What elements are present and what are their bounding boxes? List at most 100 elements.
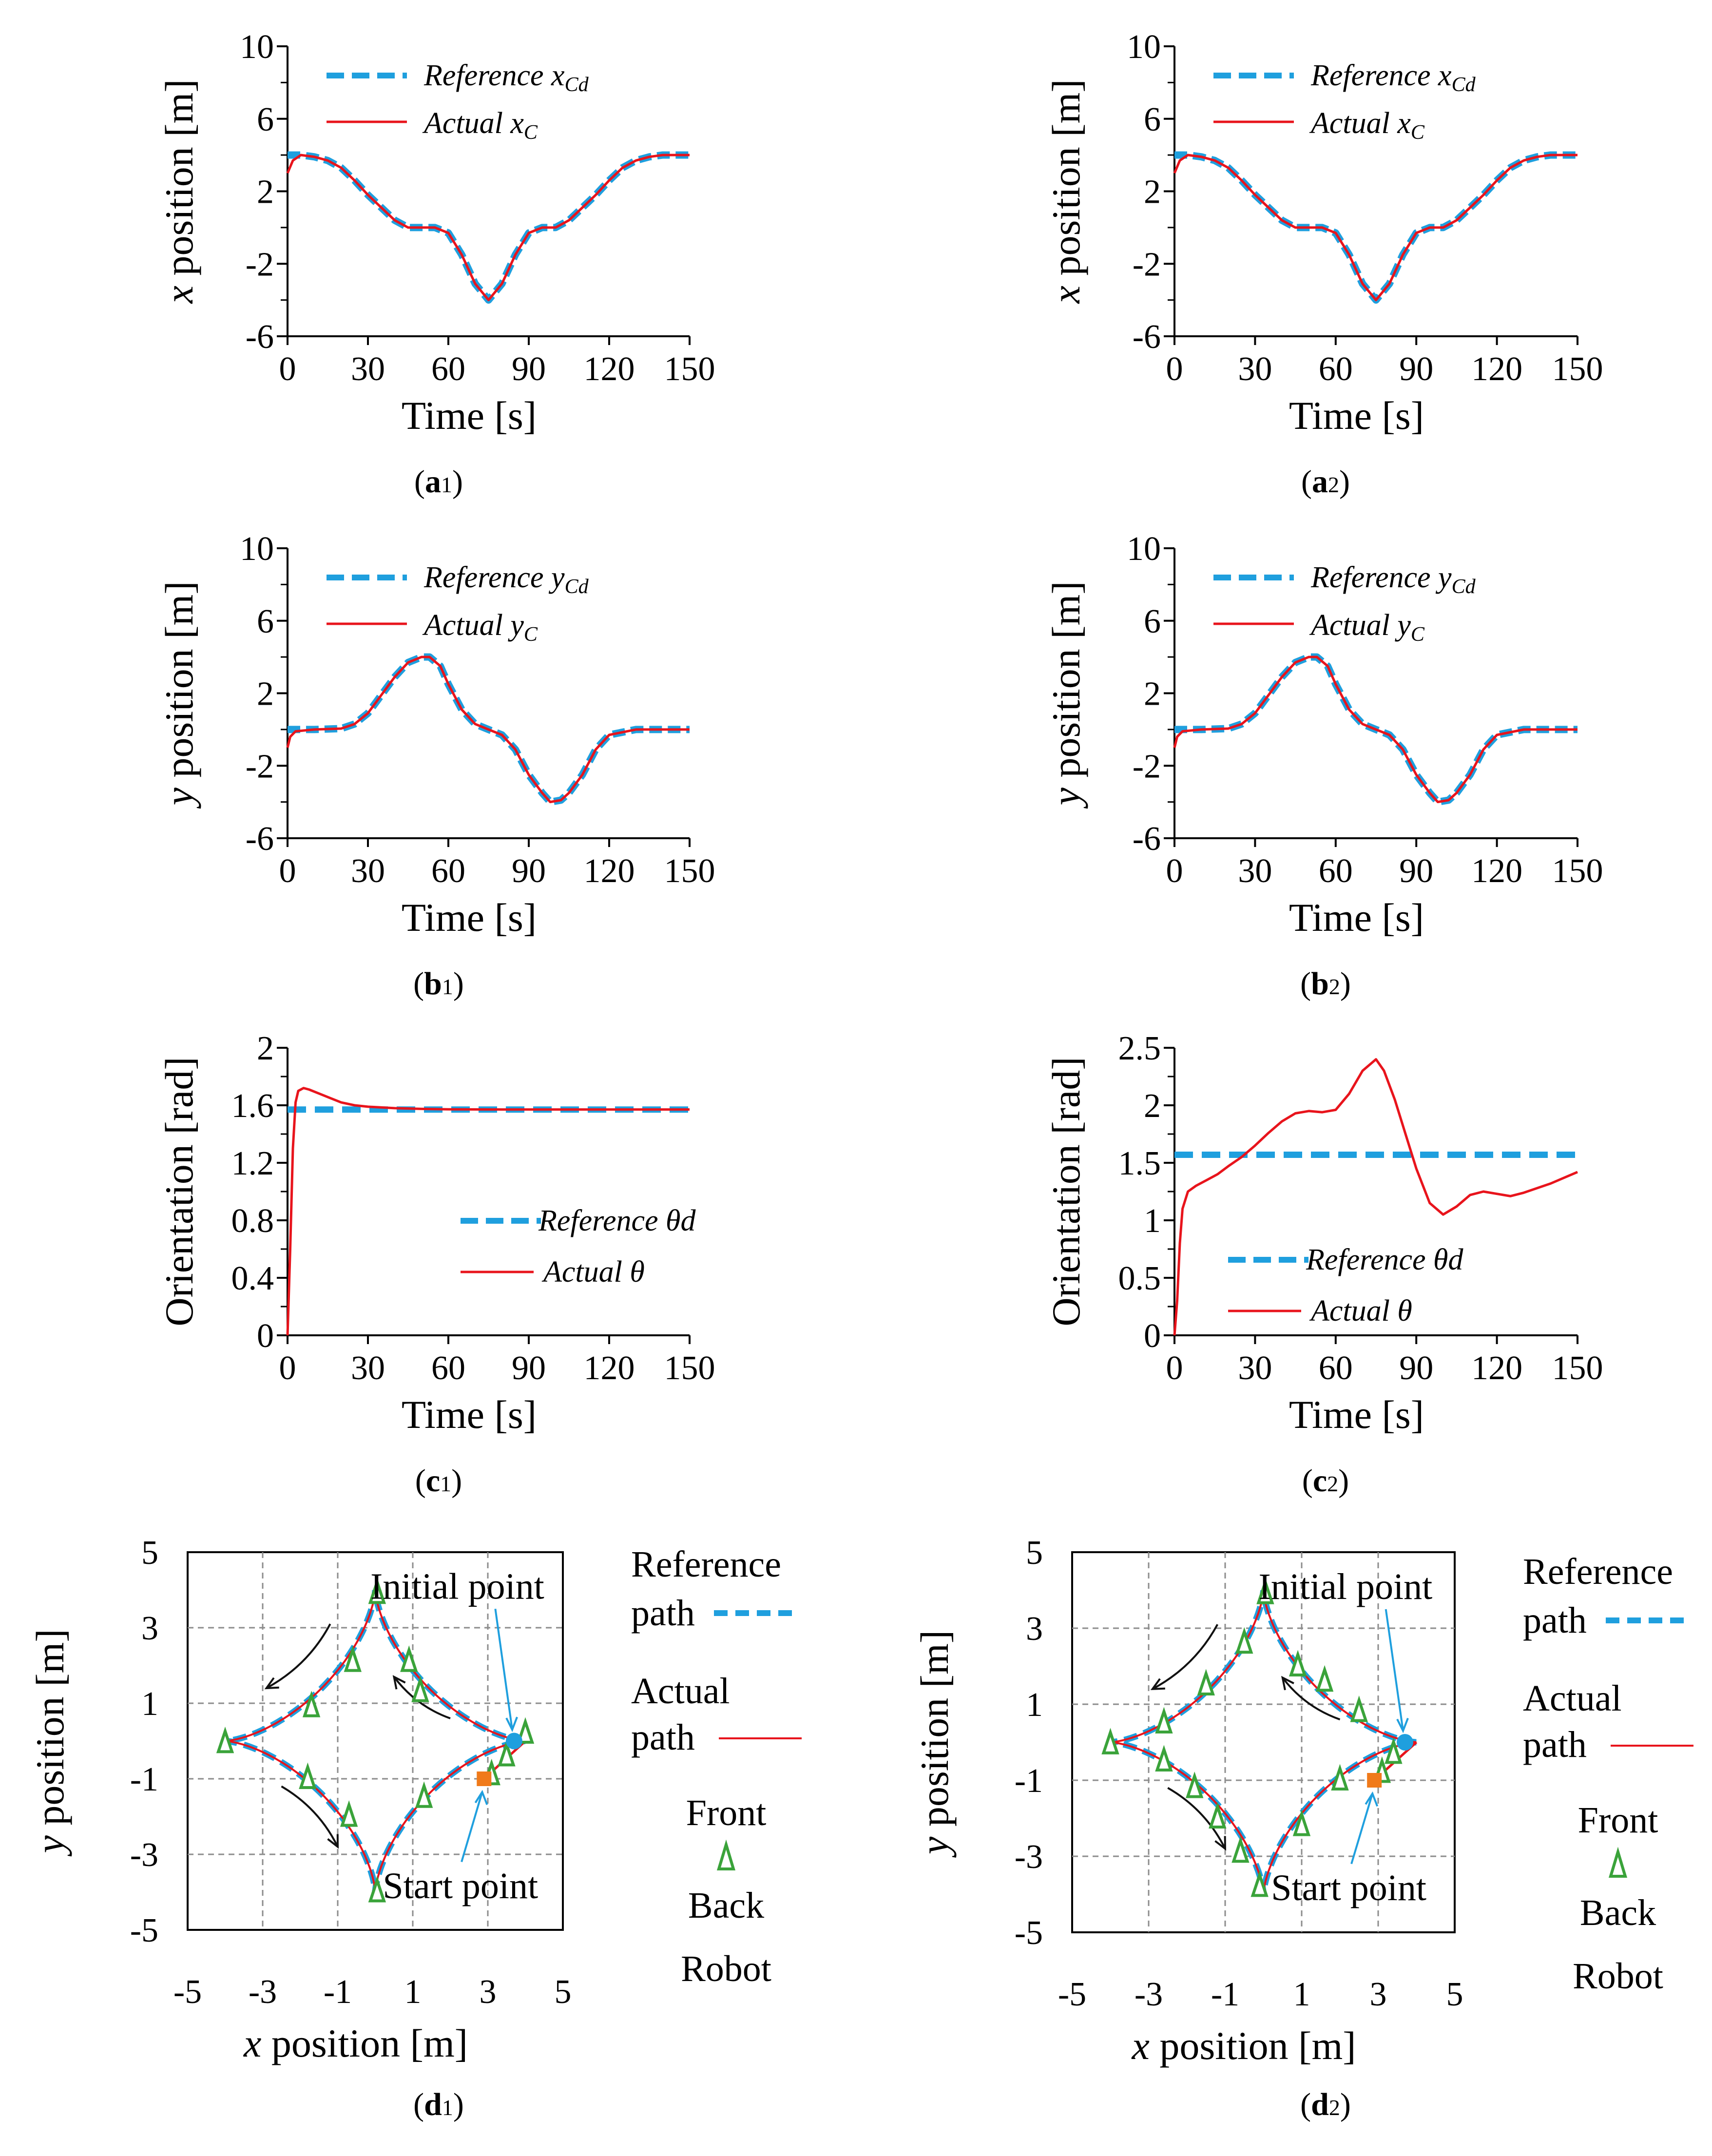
y-tick-label: 0.4 (231, 1260, 274, 1297)
y-axis-title: x position [m] (1044, 79, 1088, 304)
y-axis-title-var: y (1044, 788, 1088, 809)
legend-reference-line2: path (631, 1593, 695, 1634)
legend-reference-text: Reference (1310, 59, 1438, 92)
legend-actual-label: Actual yC (1309, 609, 1425, 646)
x-tick-label: 60 (431, 1349, 465, 1387)
y-tick-label: 5 (1026, 1534, 1043, 1572)
series-actual-line (286, 154, 690, 302)
x-axis-title: x position [m] (1131, 2023, 1356, 2068)
robot-marker (1197, 1669, 1215, 1695)
x-tick-label: 0 (1166, 1349, 1183, 1387)
y-tick-label: 1.2 (231, 1145, 274, 1182)
caption-paren: ) (1340, 966, 1351, 1001)
y-axis-title: Orientation [rad] (157, 1057, 201, 1326)
x-tick-label: -5 (173, 1973, 202, 2011)
x-tick-label: 120 (584, 350, 635, 388)
reference-path (225, 1590, 525, 1892)
x-tick-label: 60 (1319, 852, 1353, 890)
x-tick-label: 1 (404, 1973, 422, 2011)
y-tick-label: 2 (1144, 1087, 1161, 1125)
robot-marker (302, 1691, 321, 1717)
caption-sub: 1 (442, 974, 453, 999)
legend-reference-symbol: y (548, 561, 565, 594)
legend-actual-label: Actual θ (1309, 1294, 1412, 1328)
y-tick-label: 10 (240, 28, 274, 66)
legend-actual-label: Actual yC (422, 609, 538, 646)
flow-arrow (1167, 1787, 1226, 1849)
x-axis-title-text: position [m] (1150, 2023, 1356, 2068)
flow-arrow (281, 1785, 339, 1848)
y-tick-label: 2 (1144, 173, 1161, 211)
legend-reference-sub: Cd (565, 576, 589, 598)
x-tick-label: 30 (1238, 1349, 1272, 1387)
y-tick-label: 1 (141, 1685, 158, 1723)
legend-actual-text: Actual (1309, 107, 1397, 140)
caption-d1: (d1) (413, 2087, 464, 2122)
x-axis-title: x position [m] (243, 2021, 468, 2065)
caption-paren: ( (1302, 1463, 1313, 1499)
caption-letter: d (424, 2087, 442, 2122)
flow-arrow-head (1214, 1836, 1227, 1851)
legend-back-label: Back (688, 1885, 764, 1926)
legend-reference-label: Reference yCd (423, 561, 589, 598)
initial-point-pointer-head (505, 1716, 518, 1732)
y-axis-title-var: y (912, 1836, 957, 1858)
legend-reference-label: Reference xCd (423, 59, 589, 96)
caption-letter: b (1311, 966, 1329, 1001)
chart-a2: -6 -2 2 6 10 0 30 60 90 120 150 Time [s] x position … (1044, 28, 1603, 438)
x-tick-label: 90 (1399, 1349, 1433, 1387)
x-tick-label: 120 (1471, 852, 1522, 890)
caption-b1: (b1) (413, 966, 464, 1001)
y-axis-title-text: position [m] (157, 581, 201, 788)
legend-reference-symbol: x (551, 59, 565, 92)
x-tick-label: 60 (431, 350, 465, 388)
legend-reference-line1: Reference (631, 1544, 781, 1585)
legend-reference-label: Reference xCd (1310, 59, 1476, 96)
x-tick-label: 150 (664, 350, 715, 388)
legend-actual-sub: C (1411, 121, 1425, 144)
y-axis-title-text: position [m] (28, 1629, 72, 1835)
legend-actual-symbol: y (1394, 609, 1411, 642)
y-axis-title-text: position [m] (1044, 581, 1088, 788)
caption-paren: ) (1338, 1463, 1349, 1499)
caption-letter: a (1312, 464, 1328, 500)
legend-actual-sub: C (524, 121, 538, 144)
robot-marker (415, 1781, 433, 1808)
legend-actual-text: Actual (422, 107, 510, 140)
x-tick-label: 30 (351, 852, 385, 890)
y-tick-label: -2 (246, 246, 274, 283)
caption-paren: ) (451, 1463, 462, 1499)
caption-paren: ) (1339, 464, 1350, 500)
y-tick-label: 2.5 (1118, 1030, 1161, 1067)
x-tick-label: 120 (584, 1349, 635, 1387)
y-tick-label: -1 (130, 1761, 158, 1798)
x-axis-title: Time [s] (402, 1392, 537, 1437)
caption-letter: c (426, 1463, 440, 1499)
x-axis-title-text: position [m] (261, 2021, 468, 2065)
x-tick-label: 90 (512, 350, 546, 388)
flow-arrow (266, 1623, 331, 1689)
caption-sub: 2 (1327, 1471, 1338, 1496)
y-axis-title-text: position [m] (912, 1630, 957, 1837)
flow-arrow-head (327, 1834, 339, 1849)
caption-paren: ) (453, 966, 464, 1001)
start-point-pointer (461, 1791, 483, 1863)
robot-marker (1385, 1737, 1403, 1764)
x-tick-label: 150 (664, 852, 715, 890)
caption-d2: (d2) (1300, 2087, 1351, 2122)
robot-marker (299, 1762, 317, 1789)
y-axis-title: y position [m] (912, 1630, 957, 1858)
x-tick-label: 30 (1238, 350, 1272, 388)
x-tick-label: 150 (664, 1349, 715, 1387)
robot-marker (411, 1675, 429, 1702)
plot-frame (1071, 1551, 1456, 1933)
y-tick-label: 6 (257, 101, 274, 138)
y-axis-title-text: Orientation [rad] (1044, 1057, 1088, 1326)
x-tick-label: 90 (1399, 852, 1433, 890)
y-axis-title: Orientation [rad] (1044, 1057, 1088, 1326)
robot-marker (516, 1717, 535, 1744)
robot-marker (1289, 1650, 1307, 1676)
x-axis-title: Time [s] (402, 895, 537, 940)
